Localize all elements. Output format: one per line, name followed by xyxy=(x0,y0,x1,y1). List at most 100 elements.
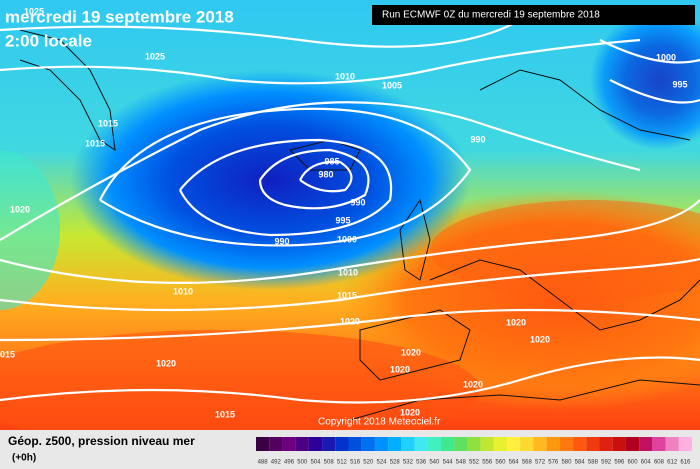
color-scale-label: 580 xyxy=(561,460,572,466)
color-scale-cell xyxy=(625,437,640,451)
isobar-label: 1020 xyxy=(390,364,410,374)
isobar-label: 1010 xyxy=(173,286,193,296)
legend-title: Géop. z500, pression niveau mer xyxy=(8,434,195,448)
isobar-label: 1025 xyxy=(24,6,44,16)
color-scale-label: 612 xyxy=(667,460,678,466)
color-scale-label: 596 xyxy=(614,460,625,466)
color-scale-cell xyxy=(335,437,349,451)
color-scale-cell xyxy=(374,437,389,451)
color-scale-cell xyxy=(269,437,283,451)
isobar-label: 1015 xyxy=(98,118,118,128)
color-scale-cell xyxy=(454,437,468,451)
color-scale-cell xyxy=(361,437,375,451)
color-scale-cell xyxy=(599,437,613,451)
isobar-label: 1015 xyxy=(85,138,105,148)
color-scale-label: 600 xyxy=(628,460,639,466)
color-scale-label: 540 xyxy=(429,460,440,466)
color-scale-cell xyxy=(559,437,574,451)
color-scale-label: 544 xyxy=(443,460,454,466)
color-scale-label: 512 xyxy=(337,460,348,466)
color-scale-label: 576 xyxy=(548,460,559,466)
color-scale-cell xyxy=(308,437,323,451)
color-scale-cell xyxy=(348,437,362,451)
isobar-label: 990 xyxy=(350,197,365,207)
isobar-label: 1000 xyxy=(656,52,676,62)
color-scale-cell xyxy=(652,437,666,451)
color-scale-cell xyxy=(546,437,560,451)
color-scale-cell xyxy=(401,437,415,451)
color-scale-label: 524 xyxy=(377,460,388,466)
isobar-label: 1020 xyxy=(506,317,526,327)
isobar-label: 1015 xyxy=(0,349,15,359)
color-scale-label: 572 xyxy=(535,460,546,466)
color-scale-cell xyxy=(295,437,309,451)
color-scale-label: 568 xyxy=(522,460,533,466)
legend-subtitle: (+0h) xyxy=(12,453,36,464)
run-box xyxy=(372,5,695,25)
color-scale-cell xyxy=(388,437,402,451)
copyright: Copyright 2018 Meteociel.fr xyxy=(318,417,441,428)
color-scale-label: 592 xyxy=(601,460,612,466)
isobar-label: 995 xyxy=(672,79,687,89)
color-scale-cell xyxy=(427,437,441,451)
color-scale-cell xyxy=(665,437,679,451)
color-scale-label: 536 xyxy=(416,460,427,466)
color-scale-label: 520 xyxy=(363,460,374,466)
isobar-label: 1010 xyxy=(335,71,355,81)
isobar-label: 1015 xyxy=(215,409,235,419)
isobar-label: 1000 xyxy=(337,234,357,244)
color-scale-label: 616 xyxy=(680,460,691,466)
color-scale-label: 584 xyxy=(575,460,586,466)
coastlines xyxy=(19,29,700,421)
color-scale-label: 552 xyxy=(469,460,480,466)
color-scale-cell xyxy=(493,437,508,451)
color-scale-label: 508 xyxy=(324,460,335,466)
color-scale-cell xyxy=(480,437,494,451)
color-scale-label: 604 xyxy=(641,460,652,466)
color-scale-label: 496 xyxy=(284,460,295,466)
isobar-label: 990 xyxy=(274,236,289,246)
color-scale-label: 548 xyxy=(456,460,467,466)
isobar-label: 1020 xyxy=(10,204,30,214)
isobar-label: 1020 xyxy=(400,407,420,417)
color-scale-cell xyxy=(678,437,692,451)
color-scale-label: 588 xyxy=(588,460,599,466)
color-scale-label: 532 xyxy=(403,460,414,466)
color-scale-label: 608 xyxy=(654,460,665,466)
isobar-label: 985 xyxy=(324,156,339,166)
color-scale-label: 556 xyxy=(482,460,493,466)
isobar-label: 1005 xyxy=(382,80,402,90)
color-scale-cell xyxy=(639,437,653,451)
isobar-label: 1020 xyxy=(463,379,483,389)
color-scale-cell xyxy=(256,437,270,451)
isobar-label: 1015 xyxy=(337,290,357,300)
color-scale-cell xyxy=(507,437,521,451)
color-scale-label: 504 xyxy=(310,460,321,466)
isobar-label: 990 xyxy=(470,134,485,144)
color-scale-label: 488 xyxy=(258,460,269,466)
isobar-label: 1010 xyxy=(338,267,358,277)
color-scale-label: 560 xyxy=(495,460,506,466)
color-scale-cell xyxy=(282,437,296,451)
isobar-label: 1020 xyxy=(156,358,176,368)
run-info: Run ECMWF 0Z du mercredi 19 septembre 20… xyxy=(382,10,600,21)
color-scale-label: 516 xyxy=(350,460,361,466)
color-scale-cell xyxy=(520,437,534,451)
isobar-label: 1020 xyxy=(401,347,421,357)
color-scale-cell xyxy=(533,437,547,451)
map-subtitle: 2:00 locale xyxy=(5,31,92,50)
color-scale-label: 528 xyxy=(390,460,401,466)
color-scale-cell xyxy=(414,437,428,451)
color-scale-cell xyxy=(440,437,455,451)
color-scale-label: 564 xyxy=(509,460,520,466)
isobar-label: 1020 xyxy=(340,316,360,326)
color-scale-cell xyxy=(586,437,600,451)
color-scale-cell xyxy=(573,437,587,451)
isobar-label: 995 xyxy=(335,215,350,225)
color-scale-cell xyxy=(467,437,481,451)
isobar-label: 1020 xyxy=(530,334,550,344)
isobars xyxy=(0,19,700,404)
color-scale-cell xyxy=(322,437,336,451)
color-scale-cell xyxy=(612,437,626,451)
